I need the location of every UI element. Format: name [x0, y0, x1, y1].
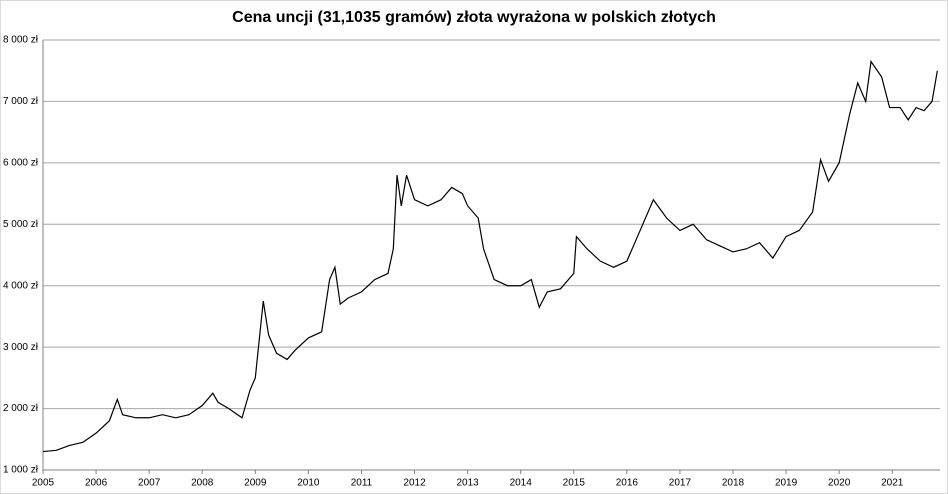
x-tick-label: 2011 — [351, 478, 373, 489]
x-tick-label: 2014 — [510, 478, 533, 489]
x-tick-label: 2015 — [563, 478, 586, 489]
x-tick-label: 2010 — [297, 478, 320, 489]
x-tick-label: 2006 — [85, 478, 108, 489]
y-tick-label: 2 000 zł — [3, 403, 39, 414]
y-tick-label: 3 000 zł — [3, 342, 39, 353]
price-line — [42, 59, 938, 453]
x-tick-label: 2019 — [775, 478, 798, 489]
x-tick-label: 2016 — [616, 478, 639, 489]
y-tick-label: 4 000 zł — [3, 280, 39, 291]
y-tick-label: 7 000 zł — [3, 96, 39, 107]
y-tick-label: 1 000 zł — [3, 465, 39, 476]
x-tick-label: 2018 — [722, 478, 745, 489]
y-tick-label: 5 000 zł — [3, 219, 39, 230]
x-tick-label: 2017 — [669, 478, 692, 489]
x-tick-label: 2021 — [881, 478, 904, 489]
y-tick-label: 8 000 zł — [3, 35, 39, 46]
y-tick-label: 6 000 zł — [3, 157, 39, 168]
x-tick-label: 2009 — [244, 478, 267, 489]
x-tick-label: 2013 — [456, 478, 479, 489]
x-tick-label: 2005 — [32, 478, 55, 489]
x-tick-label: 2008 — [191, 478, 214, 489]
x-tick-label: 2012 — [403, 478, 426, 489]
chart-title: Cena uncji (31,1035 gramów) złota wyrażo… — [232, 9, 716, 26]
x-tick-label: 2020 — [828, 478, 851, 489]
x-tick-label: 2007 — [138, 478, 161, 489]
